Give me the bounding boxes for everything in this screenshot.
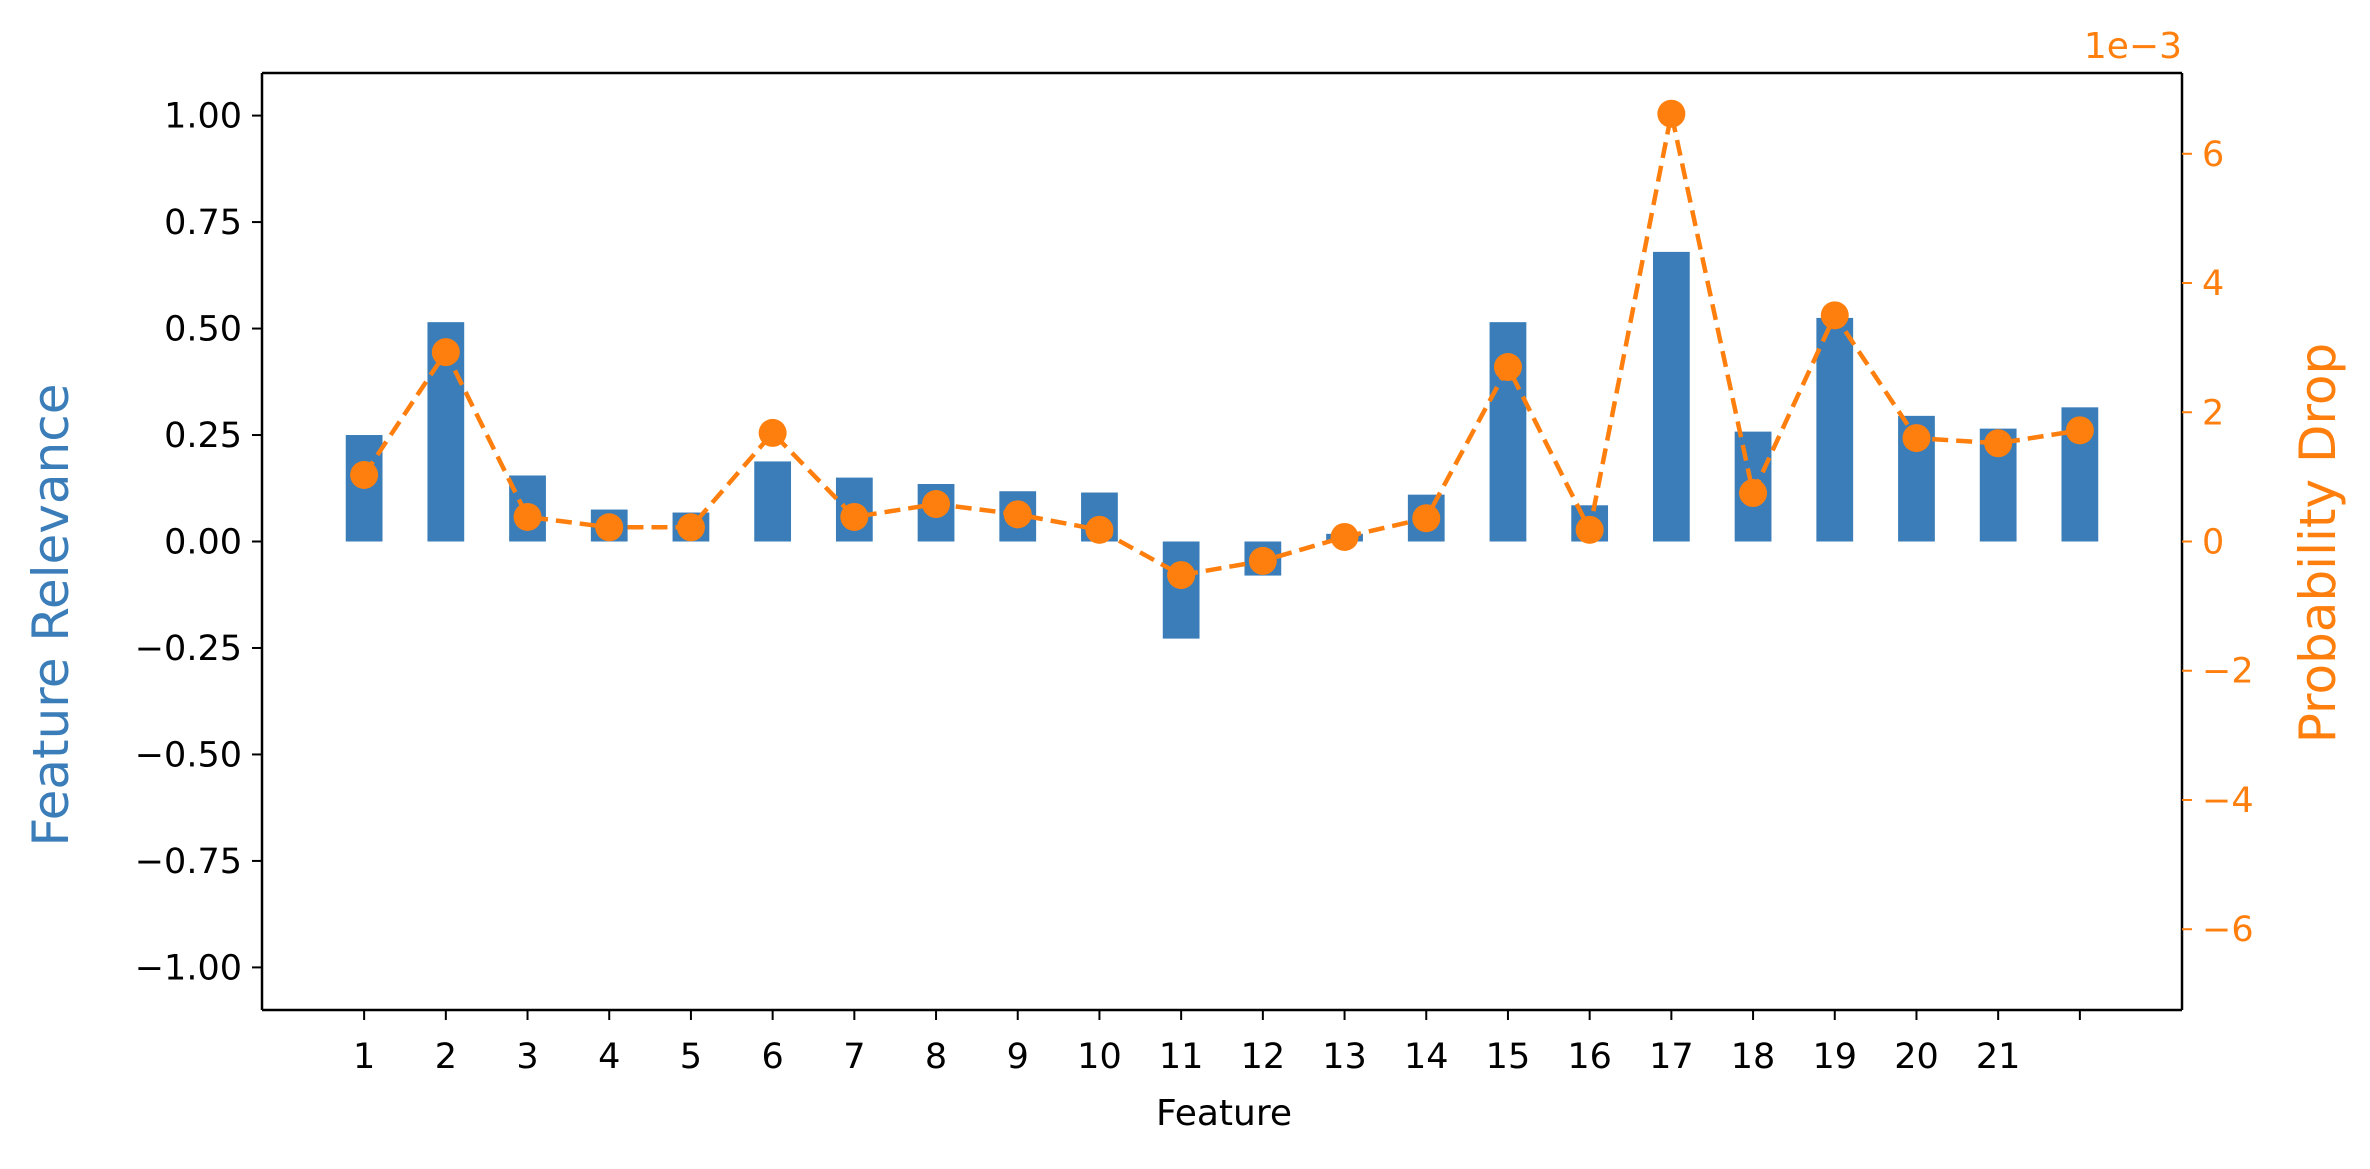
- right-y-tick-label: 0: [2202, 523, 2224, 563]
- x-tick-label: 11: [1159, 1037, 1204, 1077]
- line-marker-15: [1493, 353, 1522, 382]
- x-tick-label: 9: [1007, 1037, 1029, 1077]
- left-y-tick-label: −0.25: [135, 629, 242, 669]
- x-tick-label: 15: [1486, 1037, 1531, 1077]
- x-tick-label: 1: [353, 1037, 375, 1077]
- right-y-tick-label: −4: [2202, 781, 2254, 821]
- line-marker-2: [431, 338, 460, 367]
- line-marker-21: [1984, 429, 2013, 458]
- line-marker-18: [1739, 479, 1768, 508]
- right-y-tick-label: 4: [2202, 264, 2224, 304]
- x-tick-label: 14: [1404, 1037, 1449, 1077]
- x-tick-label: 18: [1731, 1037, 1776, 1077]
- line-layer: [350, 99, 2094, 590]
- line-marker-17: [1657, 99, 1686, 128]
- axes-layer: 1.00 0.75 0.50 0.25 0.00 −0.25 −0.50 −0.75 −1.00…: [135, 71, 2254, 1077]
- left-y-tick-label: −1.00: [135, 948, 242, 988]
- line-marker-22: [2065, 416, 2094, 445]
- line-marker-20: [1902, 424, 1931, 453]
- bar-11: [1162, 541, 1200, 639]
- x-axis-label: Feature: [1156, 1093, 1292, 1134]
- left-y-tick-label: −0.50: [135, 735, 242, 775]
- line-marker-12: [1248, 546, 1277, 575]
- line-marker-13: [1330, 522, 1359, 551]
- line-marker-9: [1003, 500, 1032, 529]
- right-y-tick-label: −2: [2202, 652, 2254, 692]
- x-tick-label: 17: [1649, 1037, 1694, 1077]
- x-tick-label: 7: [843, 1037, 865, 1077]
- x-tick-label: 5: [680, 1037, 702, 1077]
- line-marker-4: [595, 513, 624, 542]
- left-y-axis-label: Feature Relevance: [22, 384, 80, 847]
- x-tick-label: 6: [761, 1037, 783, 1077]
- x-tick-label: 20: [1894, 1037, 1939, 1077]
- left-y-tick-label: 0.75: [164, 203, 242, 243]
- x-tick-label: 2: [435, 1037, 457, 1077]
- x-tick-label: 10: [1077, 1037, 1122, 1077]
- x-tick-label: 16: [1567, 1037, 1612, 1077]
- line-marker-7: [840, 502, 869, 531]
- left-y-tick-label: 0.00: [164, 523, 242, 563]
- x-tick-label: 12: [1241, 1037, 1286, 1077]
- left-y-tick-label: 0.50: [164, 310, 242, 350]
- bar-6: [754, 461, 792, 542]
- right-y-tick-label: 6: [2202, 135, 2224, 175]
- x-tick-label: 21: [1976, 1037, 2021, 1077]
- right-y-tick-label: 2: [2202, 393, 2224, 433]
- line-marker-19: [1820, 301, 1849, 330]
- line-marker-8: [922, 490, 951, 519]
- line-marker-10: [1085, 515, 1114, 544]
- x-tick-label: 8: [925, 1037, 947, 1077]
- line-marker-6: [758, 418, 787, 447]
- left-y-tick-label: −0.75: [135, 842, 242, 882]
- bar-19: [1816, 317, 1854, 542]
- line-marker-3: [513, 502, 542, 531]
- x-tick-label: 13: [1322, 1037, 1367, 1077]
- right-axis-offset-text: 1e−3: [2084, 26, 2182, 67]
- x-tick-label: 3: [516, 1037, 538, 1077]
- x-tick-label: 4: [598, 1037, 620, 1077]
- left-y-tick-label: 1.00: [164, 97, 242, 137]
- right-y-axis-label: Probability Drop: [2289, 343, 2347, 744]
- right-y-tick-label: −6: [2202, 910, 2254, 950]
- probability-drop-line: [362, 113, 2081, 578]
- left-y-tick-label: 0.25: [164, 416, 242, 456]
- x-tick-label: 19: [1812, 1037, 1857, 1077]
- text-layer: Feature Feature Relevance Probability Dr…: [22, 26, 2347, 1134]
- line-marker-14: [1412, 504, 1441, 533]
- line-marker-5: [676, 513, 705, 542]
- line-marker-11: [1167, 561, 1196, 590]
- line-marker-16: [1575, 515, 1604, 544]
- line-marker-1: [350, 460, 379, 489]
- bar-17: [1652, 251, 1690, 542]
